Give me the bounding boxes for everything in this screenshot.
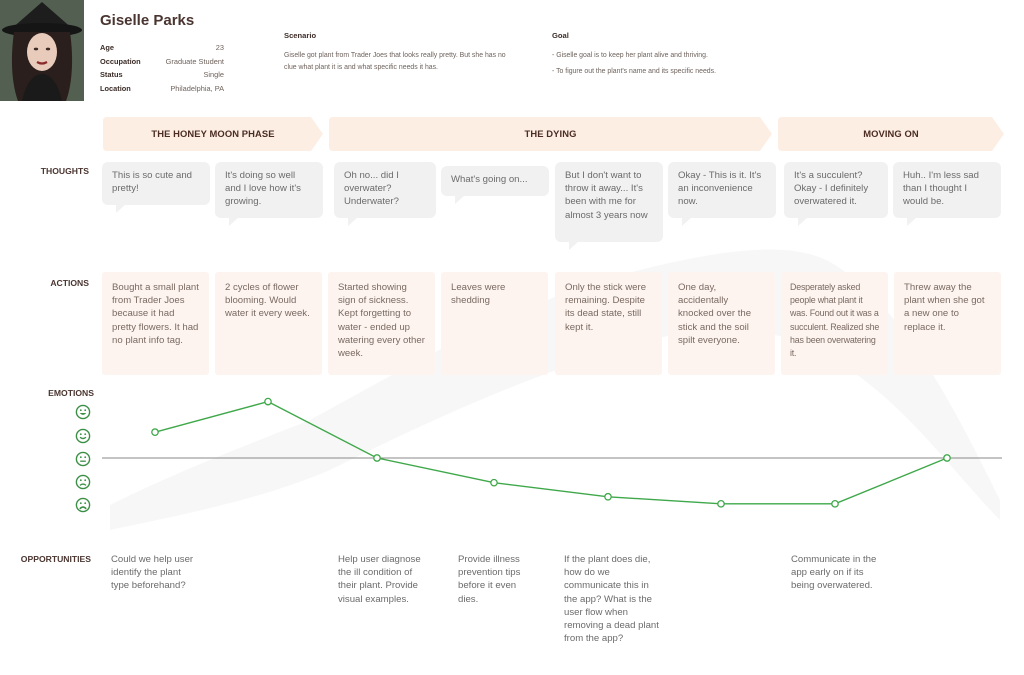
detail-label: Occupation — [100, 56, 141, 66]
detail-label: Location — [100, 84, 131, 94]
persona-name: Giselle Parks — [100, 12, 195, 29]
emotion-line — [154, 400, 948, 505]
thought-bubble: This is so cute and pretty! — [102, 162, 210, 213]
phase-label: MOVING ON — [863, 128, 919, 139]
detail-occupation: Occupation Graduate Student — [100, 55, 224, 69]
opportunity-note: Communicate in the app early on if its b… — [791, 554, 877, 592]
opportunity-note: Could we help user identify the plant ty… — [111, 554, 194, 592]
phase-honeymoon: THE HONEY MOON PHASE — [103, 117, 323, 151]
row-label-thoughts: THOUGHTS — [40, 166, 89, 176]
detail-label: Age — [100, 43, 114, 52]
thought-bubble: Okay - This is it. It's an inconvenience… — [668, 162, 776, 226]
thought-bubble: Oh no... did I overwater? Underwater? — [334, 162, 436, 226]
neutral-face-icon — [75, 451, 91, 467]
row-label-opportunities: OPPORTUNITIES — [20, 554, 91, 564]
goal-title: Goal — [552, 31, 569, 40]
detail-status: Status Single — [100, 68, 224, 82]
detail-value: Single — [203, 70, 224, 80]
goal-item: - Giselle goal is to keep her plant aliv… — [552, 52, 708, 59]
emotion-point-7 — [831, 499, 839, 508]
phase-label: THE DYING — [524, 128, 577, 139]
emotion-point-6 — [717, 499, 725, 508]
detail-age: Age 23 — [100, 41, 224, 55]
happy-face-icon — [75, 428, 91, 444]
very-sad-face-icon — [75, 497, 91, 513]
row-label-actions: ACTIONS — [50, 278, 89, 288]
phase-dying: THE DYING — [329, 117, 772, 151]
detail-value: Graduate Student — [165, 56, 224, 66]
detail-label: Status — [100, 70, 123, 80]
goal-list: - Giselle goal is to keep her plant aliv… — [552, 50, 792, 82]
scenario-title: Scenario — [284, 31, 317, 40]
emotion-point-4 — [490, 478, 498, 487]
sad-face-icon — [75, 474, 91, 490]
opportunity-note: Provide illness prevention tips before i… — [458, 554, 521, 605]
row-label-emotions: EMOTIONS — [48, 388, 94, 398]
thought-bubble: It's doing so well and I love how it's g… — [215, 162, 323, 226]
thought-bubble: It's a succulent? Okay - I definitely ov… — [784, 162, 888, 226]
emotion-point-5 — [604, 492, 612, 501]
emotion-point-8 — [943, 454, 951, 462]
emotion-point-3 — [373, 454, 381, 462]
very-happy-face-icon — [75, 404, 91, 420]
emotion-point-1 — [151, 428, 159, 436]
thought-bubble: Huh.. I'm less sad than I thought I woul… — [893, 162, 1001, 226]
opportunity-note: Help user diagnose the ill condition of … — [338, 554, 421, 605]
scenario-text: Giselle got plant from Trader Joes that … — [284, 52, 506, 71]
detail-location: Location Philadelphia, PA — [100, 82, 224, 96]
detail-value: 23 — [215, 43, 224, 52]
opportunity-note: If the plant does die, how do we communi… — [564, 554, 659, 645]
phase-label: THE HONEY MOON PHASE — [151, 128, 275, 139]
detail-value: Philadelphia, PA — [170, 84, 224, 94]
persona-avatar — [0, 0, 84, 101]
persona-details: Age 23 Occupation Graduate Student Statu… — [100, 41, 224, 96]
thought-bubble: What's going on... — [441, 166, 549, 204]
goal-item: - To figure out the plant's name and its… — [552, 68, 716, 75]
phase-moving-on: MOVING ON — [778, 117, 1004, 151]
emotion-point-2 — [264, 397, 272, 406]
thought-bubble: But I don't want to throw it away... It'… — [555, 162, 663, 250]
